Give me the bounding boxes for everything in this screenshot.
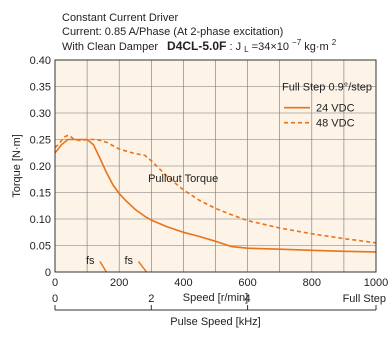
inertia-label: : J <box>229 41 241 53</box>
pulse-speed-tick-label: Full Step <box>343 293 386 305</box>
y-tick-label: 0.40 <box>30 55 51 67</box>
pullout-torque-annotation: Pullout Torque <box>148 173 218 185</box>
y-tick-label: 0.30 <box>30 108 51 120</box>
header-line-2: Current: 0.85 A/Phase (At 2-phase excita… <box>62 26 283 38</box>
y-tick-label: 0.10 <box>30 214 51 226</box>
x-tick-label: 800 <box>303 277 321 289</box>
pulse-speed-tick-label: 0 <box>52 293 58 305</box>
x-tick-label: 600 <box>238 277 256 289</box>
y-tick-label: 0.15 <box>30 188 51 200</box>
y-tick-label: 0 <box>45 267 51 279</box>
pulse-speed-axis-label: Pulse Speed [kHz] <box>170 316 261 328</box>
y-axis-label: Torque [N·m] <box>11 134 23 198</box>
fs-marker-label: fs <box>86 255 95 267</box>
x-tick-label: 1000 <box>364 277 388 289</box>
pulse-speed-tick-label: 4 <box>245 293 251 305</box>
header-line-3-prefix: With Clean Damper <box>62 41 158 53</box>
x-tick-labels: 0 200 400 600 800 1000 <box>52 277 388 289</box>
pulse-speed-tick-label: 2 <box>148 293 154 305</box>
inertia-value: =34×10 <box>252 41 289 53</box>
y-tick-labels: 0 0.05 0.10 0.15 0.20 0.25 0.30 0.35 0.40 <box>30 55 51 279</box>
y-tick-label: 0.05 <box>30 241 51 253</box>
x-axis-label: Speed [r/min] <box>183 292 248 304</box>
y-tick-label: 0.20 <box>30 161 51 173</box>
model-name: D4CL-5.0F <box>167 39 226 53</box>
header-line-1: Constant Current Driver <box>62 12 178 24</box>
inertia-unit-exp: 2 <box>332 38 337 47</box>
inertia-unit: kg·m <box>304 41 328 53</box>
legend-label: 48 VDC <box>316 118 355 130</box>
y-tick-label: 0.25 <box>30 135 51 147</box>
x-tick-label: 0 <box>52 277 58 289</box>
header-line-3: With Clean Damper D4CL-5.0F : J L =34×10… <box>62 36 337 55</box>
inertia-sub: L <box>244 45 249 54</box>
x-tick-label: 400 <box>174 277 192 289</box>
inertia-exp: −7 <box>292 38 302 47</box>
y-tick-label: 0.35 <box>30 82 51 94</box>
fs-marker-label: fs <box>124 255 133 267</box>
x-tick-label: 200 <box>110 277 128 289</box>
legend-label: 24 VDC <box>316 103 355 115</box>
legend-title: Full Step 0.9°/step <box>282 82 372 94</box>
